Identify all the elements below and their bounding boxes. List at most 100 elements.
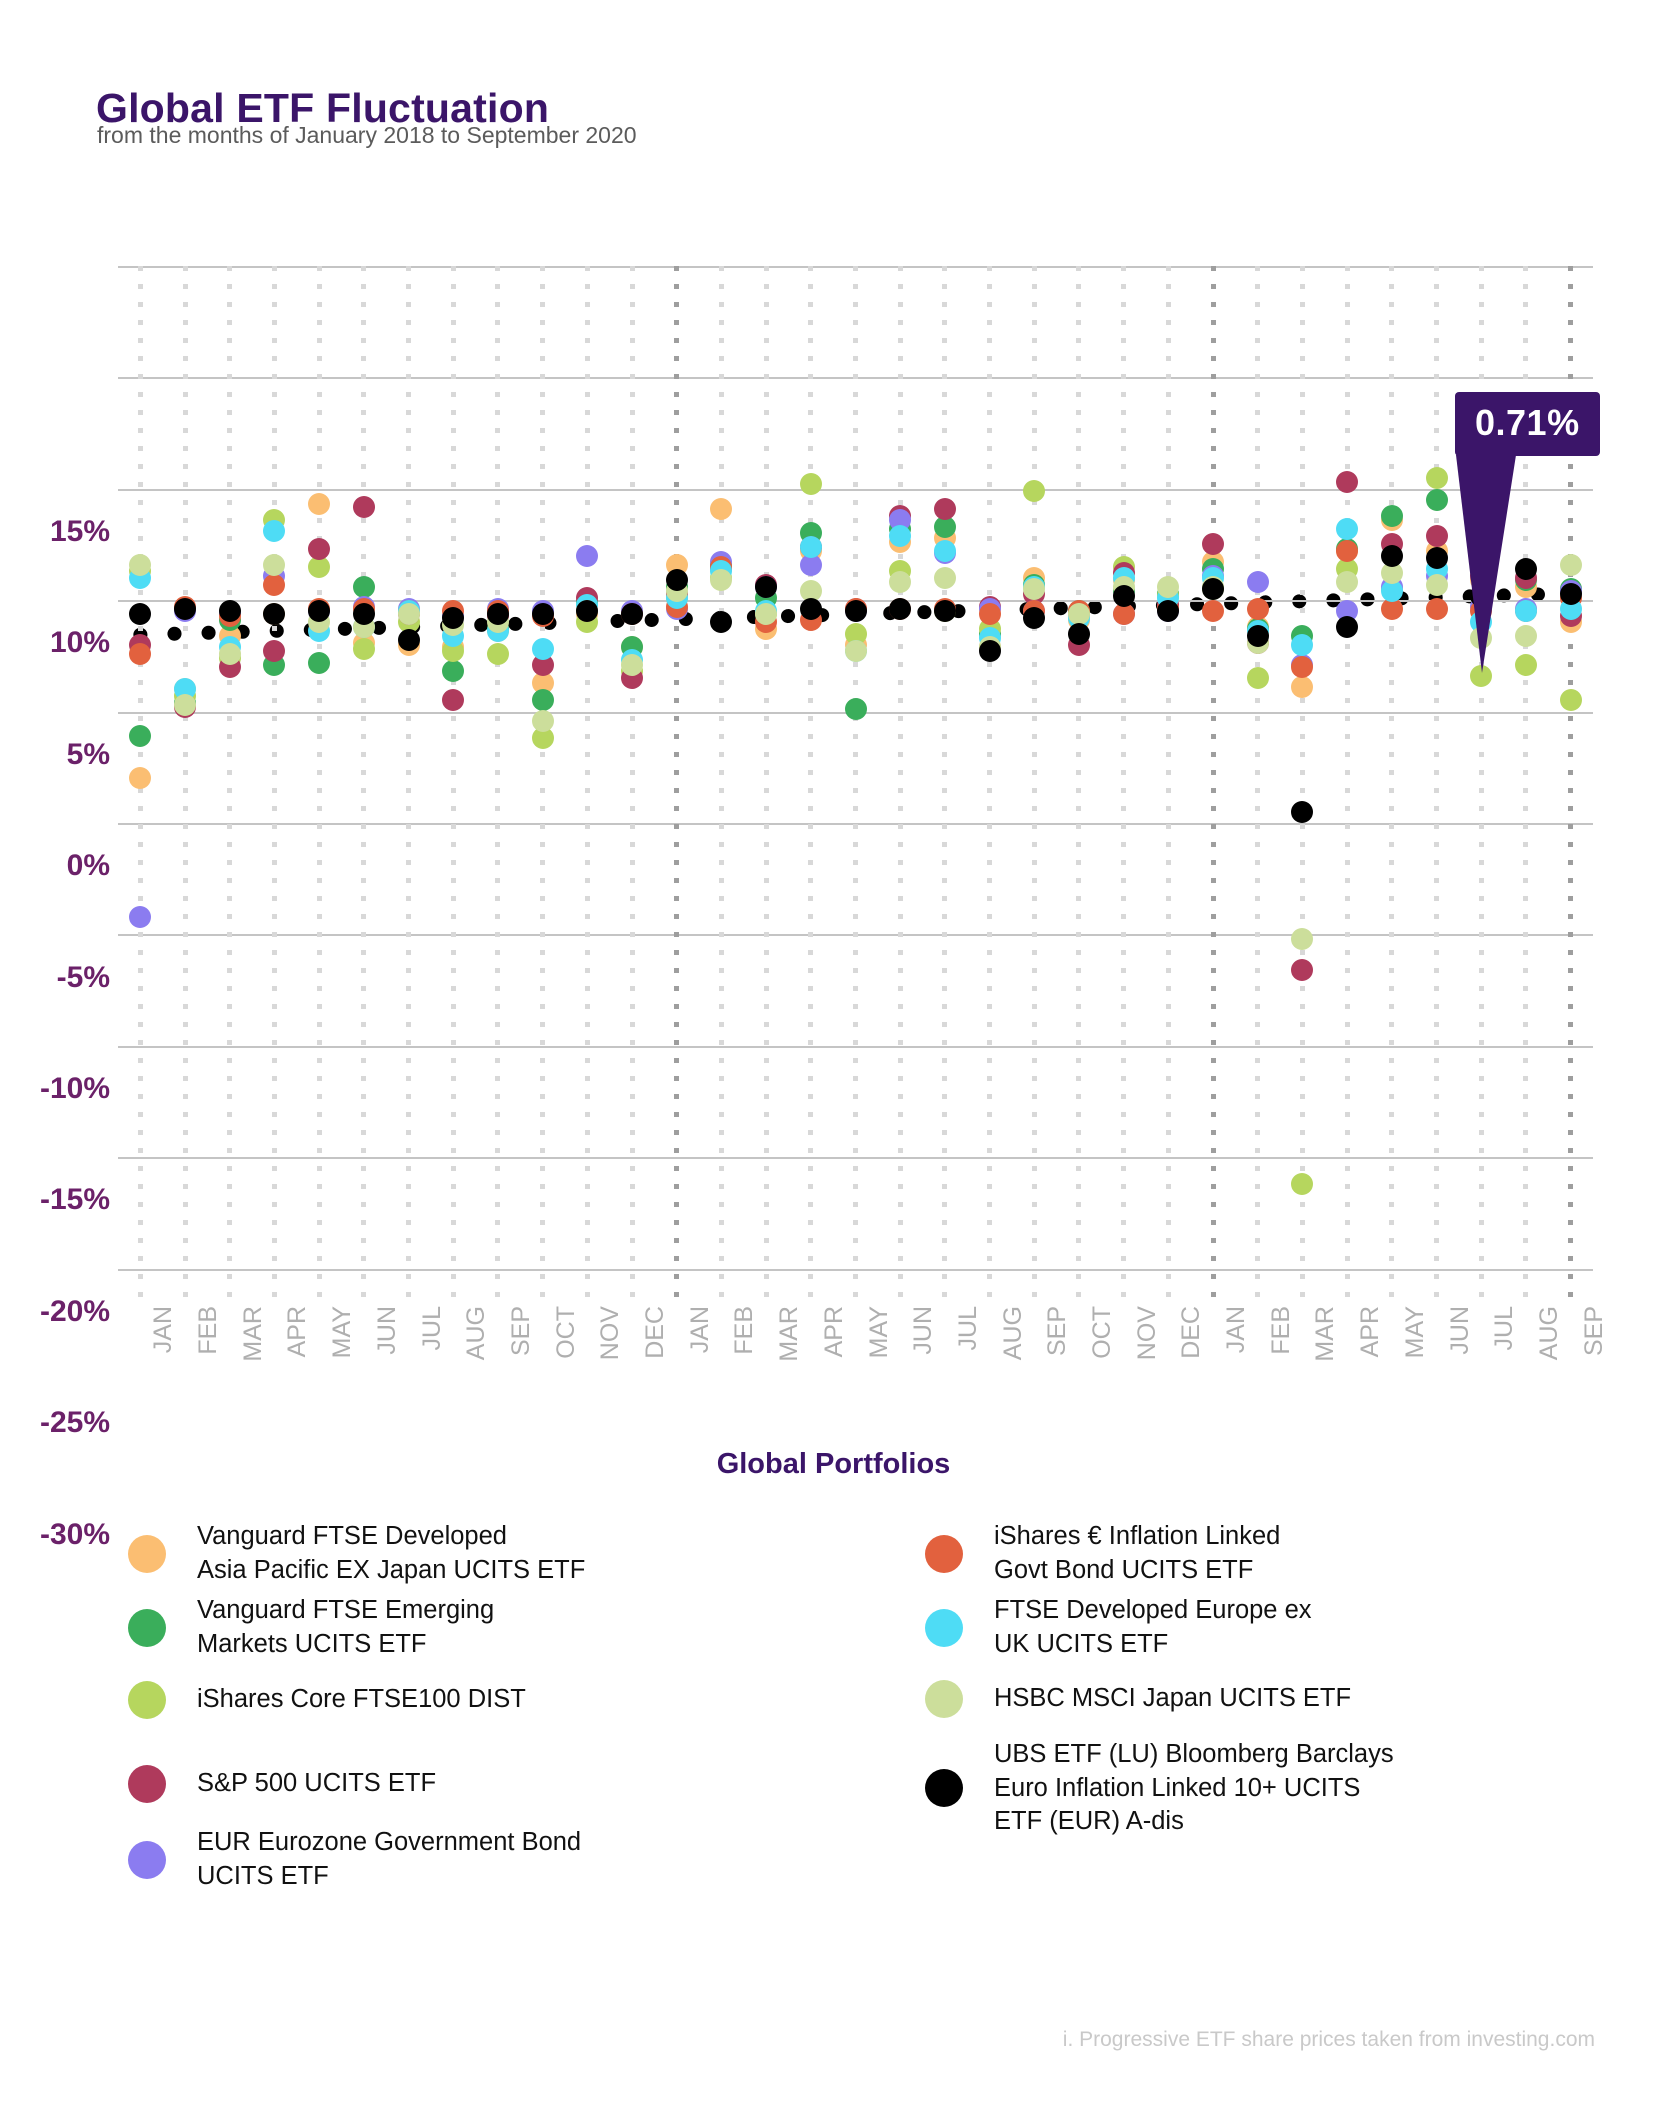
legend-item-label: UBS ETF (LU) Bloomberg Barclays Euro Inf… [994, 1740, 1394, 1836]
trendline-value-callout: 0.71% [1455, 392, 1600, 456]
data-point [933, 515, 956, 538]
y-axis-tick-label: 10% [49, 626, 110, 660]
y-axis-tick-label: -10% [39, 1071, 110, 1105]
data-point [218, 600, 241, 623]
legend-color-swatch-icon [925, 1769, 963, 1808]
data-point [308, 537, 331, 560]
legend-color-swatch-icon [128, 1765, 166, 1803]
data-point [352, 495, 375, 518]
x-gridline [316, 266, 322, 1302]
x-axis-tick-label: APR [283, 1306, 312, 1358]
x-gridline [406, 266, 412, 1302]
x-axis-tick-label: JUL [417, 1306, 446, 1351]
x-gridline [271, 266, 277, 1302]
x-gridline [897, 266, 903, 1302]
x-gridline [1121, 266, 1127, 1302]
x-gridline [1568, 266, 1574, 1302]
x-gridline [718, 266, 724, 1302]
data-point [1023, 607, 1046, 630]
data-point [933, 600, 956, 623]
x-axis-tick-label: JUL [953, 1306, 982, 1351]
legend-item[interactable]: S&P 500 UCITS ETF [128, 1765, 436, 1803]
y-axis-labels: 15% 10% 5% 0% -5% -10% -15% -20% -25% -30% [0, 266, 110, 1551]
data-point [1425, 524, 1448, 547]
x-axis-labels: JAN FEB MAR APR MAY JUN JUL AUG SEP OCT NOV DEC JAN F… [118, 1306, 1607, 1426]
data-point [933, 566, 956, 589]
legend-item-label: iShares € Inflation Linked Govt Bond UCI… [994, 1522, 1281, 1584]
x-axis-tick-label: SEP [506, 1306, 535, 1357]
x-gridline [763, 266, 769, 1302]
x-axis-tick-label: APR [819, 1306, 848, 1358]
legend-item-label: S&P 500 UCITS ETF [197, 1769, 437, 1798]
y-axis-tick-label: -30% [39, 1517, 110, 1551]
data-point [576, 600, 599, 623]
legend-color-swatch-icon [128, 1840, 166, 1879]
data-point [1514, 653, 1537, 676]
legend-item[interactable]: Vanguard FTSE Developed Asia Pacific EX … [128, 1520, 585, 1587]
x-axis-tick-label: MAY [328, 1306, 357, 1359]
data-point [1067, 622, 1090, 645]
data-point [1202, 600, 1225, 623]
x-axis-tick-label: JAN [149, 1306, 178, 1354]
data-point [933, 540, 956, 563]
y-axis-tick-label: -20% [39, 1294, 110, 1328]
data-point [933, 497, 956, 520]
x-gridline [1165, 266, 1171, 1302]
legend-item[interactable]: iShares Core FTSE100 DIST [128, 1681, 526, 1719]
legend-item[interactable]: Vanguard FTSE Emerging Markets UCITS ETF [128, 1594, 494, 1661]
data-point [1425, 466, 1448, 489]
x-gridline [450, 266, 456, 1302]
data-point [1425, 546, 1448, 569]
data-point [576, 544, 599, 567]
data-point [129, 553, 152, 576]
data-point [1246, 598, 1269, 621]
legend-item[interactable]: HSBC MSCI Japan UCITS ETF [925, 1680, 1351, 1718]
data-point [263, 520, 286, 543]
data-point [531, 671, 554, 694]
x-gridline [1076, 266, 1082, 1302]
y-axis-tick-label: -5% [56, 960, 110, 994]
data-point [531, 709, 554, 732]
data-point [1559, 553, 1582, 576]
data-point [1291, 676, 1314, 699]
page-title: Global ETF Fluctuation [96, 85, 550, 132]
data-point [486, 602, 509, 625]
data-point [1023, 578, 1046, 601]
data-point [1246, 667, 1269, 690]
data-point [1380, 544, 1403, 567]
data-point [308, 600, 331, 623]
data-point [174, 693, 197, 716]
x-gridline [227, 266, 233, 1302]
data-point [1291, 1172, 1314, 1195]
data-point [397, 629, 420, 652]
data-point [1470, 664, 1493, 687]
data-point [1559, 689, 1582, 712]
legend-item[interactable]: iShares € Inflation Linked Govt Bond UCI… [925, 1520, 1280, 1587]
x-gridline [1344, 266, 1350, 1302]
data-point [889, 571, 912, 594]
data-point [397, 602, 420, 625]
legend-title: Global Portfolios [716, 1448, 951, 1480]
data-point [710, 611, 733, 634]
y-axis-tick-label: -25% [39, 1406, 110, 1440]
x-gridline [808, 266, 814, 1302]
x-axis-tick-label: JUN [372, 1306, 401, 1355]
data-point [1514, 558, 1537, 580]
data-point [442, 660, 465, 683]
legend-color-swatch-icon [925, 1680, 963, 1718]
y-axis-tick-label: 15% [49, 515, 110, 548]
data-point [129, 642, 152, 665]
data-point [1336, 571, 1359, 594]
legend-item[interactable]: FTSE Developed Europe ex UK UCITS ETF [925, 1594, 1312, 1661]
data-point [218, 642, 241, 665]
x-gridline [540, 266, 546, 1302]
legend-item[interactable]: UBS ETF (LU) Bloomberg Barclays Euro Inf… [925, 1738, 1394, 1839]
data-point [531, 602, 554, 625]
data-point [129, 725, 152, 748]
y-axis-tick-label: -15% [39, 1183, 110, 1217]
data-point [352, 638, 375, 661]
data-point [1112, 584, 1135, 607]
x-gridline [1523, 266, 1529, 1302]
data-point [352, 602, 375, 625]
legend-item[interactable]: EUR Eurozone Government Bond UCITS ETF [128, 1826, 581, 1893]
